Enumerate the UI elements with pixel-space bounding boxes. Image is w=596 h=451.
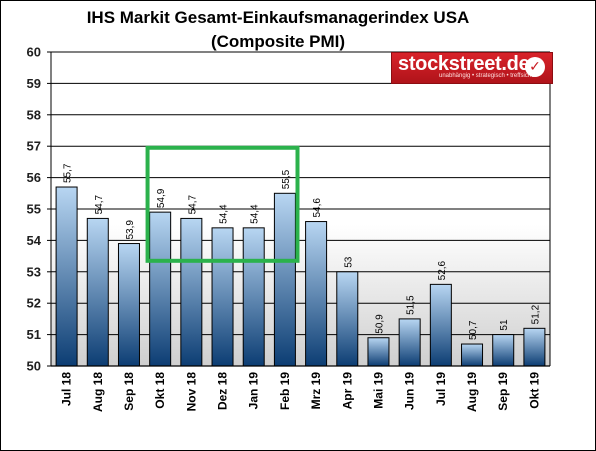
bar [461, 343, 484, 367]
y-tick-label: 53 [27, 264, 41, 279]
data-label: 55,5 [281, 169, 292, 189]
data-label: 54,6 [312, 198, 323, 218]
data-label: 54,4 [219, 204, 230, 224]
chart-title: IHS Markit Gesamt-Einkaufsmanagerindex U… [87, 8, 470, 27]
bar [242, 227, 265, 367]
y-tick-label: 59 [27, 76, 41, 91]
data-label: 51,5 [406, 295, 417, 315]
bar [149, 211, 172, 367]
bar [211, 227, 234, 367]
checkmark-icon: ✓ [525, 57, 545, 77]
bar [523, 327, 546, 367]
stockstreet-logo: stockstreet.de unabhängig • strategisch … [391, 52, 553, 84]
logo-tagline: unabhängig • strategisch • treffsicher [439, 73, 537, 79]
data-label: 51 [499, 319, 510, 331]
bar [367, 337, 390, 367]
x-tick-label: Jan 19 [247, 372, 261, 410]
data-label: 54,9 [156, 188, 167, 208]
x-tick-label: Mrz 19 [309, 372, 323, 410]
bar [429, 283, 452, 367]
x-tick-label: Okt 18 [153, 372, 167, 409]
x-tick-label: Nov 18 [184, 372, 198, 412]
data-label: 51,2 [530, 304, 541, 324]
y-tick-label: 58 [27, 107, 41, 122]
x-tick-label: Okt 19 [527, 372, 541, 409]
x-tick-label: Jul 19 [434, 372, 448, 406]
bar [273, 192, 296, 367]
data-label: 53,9 [125, 220, 136, 240]
data-label: 54,4 [250, 204, 261, 224]
y-tick-label: 52 [27, 296, 41, 311]
y-tick-label: 51 [27, 327, 41, 342]
bar [398, 318, 421, 367]
x-tick-label: Apr 19 [340, 372, 354, 410]
data-label: 54,7 [94, 195, 105, 215]
y-tick-label: 60 [27, 45, 41, 60]
data-label: 52,6 [437, 260, 448, 280]
bar [180, 217, 203, 367]
logo-brand: stockstreet.de [398, 53, 530, 75]
x-tick-label: Dez 18 [216, 372, 230, 410]
y-tick-label: 56 [27, 170, 41, 185]
data-label: 50,9 [374, 314, 385, 334]
y-tick-label: 57 [27, 139, 41, 154]
x-tick-label: Aug 18 [91, 372, 105, 412]
y-tick-label: 50 [27, 359, 41, 374]
x-tick-label: Jun 19 [403, 372, 417, 410]
bar [305, 221, 328, 367]
chart-subtitle: (Composite PMI) [211, 32, 345, 51]
bar [55, 186, 78, 367]
bar [492, 334, 515, 367]
x-tick-label: Sep 18 [122, 372, 136, 411]
data-label: 54,7 [187, 195, 198, 215]
x-tick-label: Aug 19 [465, 372, 479, 412]
data-label: 55,7 [63, 163, 74, 183]
x-tick-label: Mai 19 [371, 372, 385, 409]
bar [86, 217, 109, 367]
x-tick-label: Feb 19 [278, 372, 292, 410]
y-tick-label: 55 [27, 202, 41, 217]
data-label: 53 [343, 256, 354, 268]
highlight-box [145, 145, 300, 263]
bar [336, 271, 359, 367]
data-label: 50,7 [468, 320, 479, 340]
x-tick-label: Jul 18 [60, 372, 74, 406]
y-tick-label: 54 [27, 233, 42, 248]
x-tick-label: Sep 19 [496, 372, 510, 411]
bar [117, 243, 140, 367]
